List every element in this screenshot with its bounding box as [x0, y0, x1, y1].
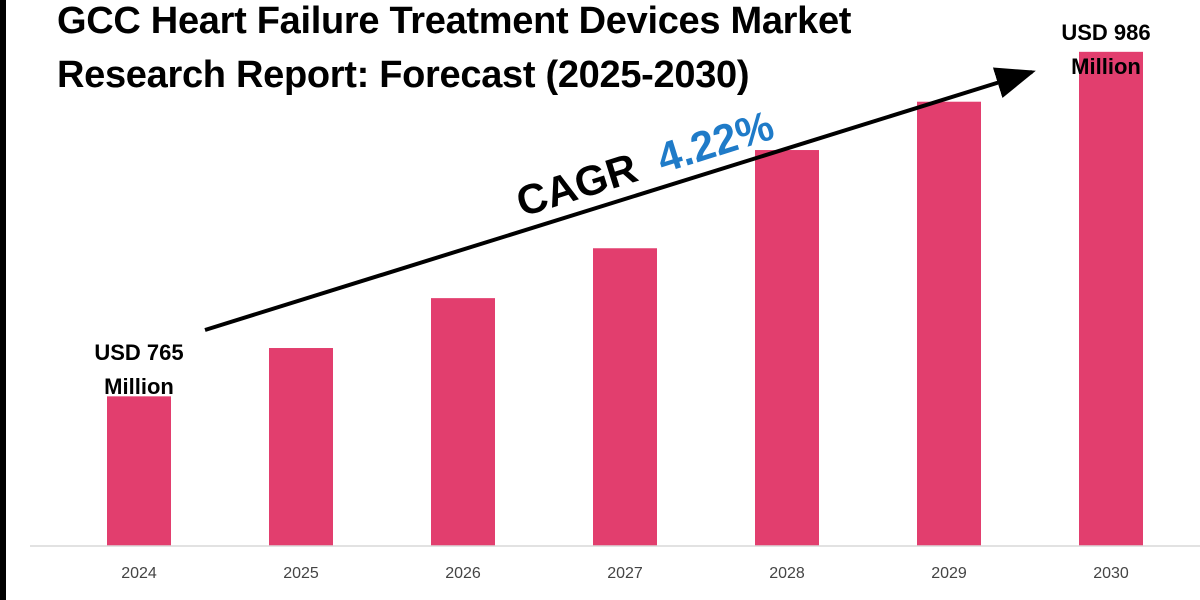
x-tick-label: 2025: [283, 565, 319, 582]
growth-arrow: [204, 67, 1036, 332]
x-tick-label: 2029: [931, 565, 967, 582]
bar-2025: [269, 348, 333, 546]
end-value-label-line2: Million: [1071, 54, 1141, 79]
bar-2030: [1079, 51, 1143, 547]
left-border: [0, 0, 6, 600]
bar-2026: [431, 298, 495, 546]
x-tick-label: 2028: [769, 565, 805, 582]
x-tick-label: 2027: [607, 565, 643, 582]
bar-2024: [107, 396, 171, 546]
start-value-label-line1: USD 765: [94, 340, 183, 365]
bar-2027: [593, 248, 657, 546]
chart-title: GCC Heart Failure Treatment Devices Mark…: [57, 0, 852, 96]
start-value-label-line2: Million: [104, 374, 174, 399]
bar-2028: [755, 150, 819, 546]
x-tick-label: 2024: [121, 565, 157, 582]
bar-2029: [917, 101, 981, 547]
end-value-label-line1: USD 986: [1061, 20, 1150, 45]
x-tick-label: 2026: [445, 565, 481, 582]
x-tick-label: 2030: [1093, 565, 1129, 582]
